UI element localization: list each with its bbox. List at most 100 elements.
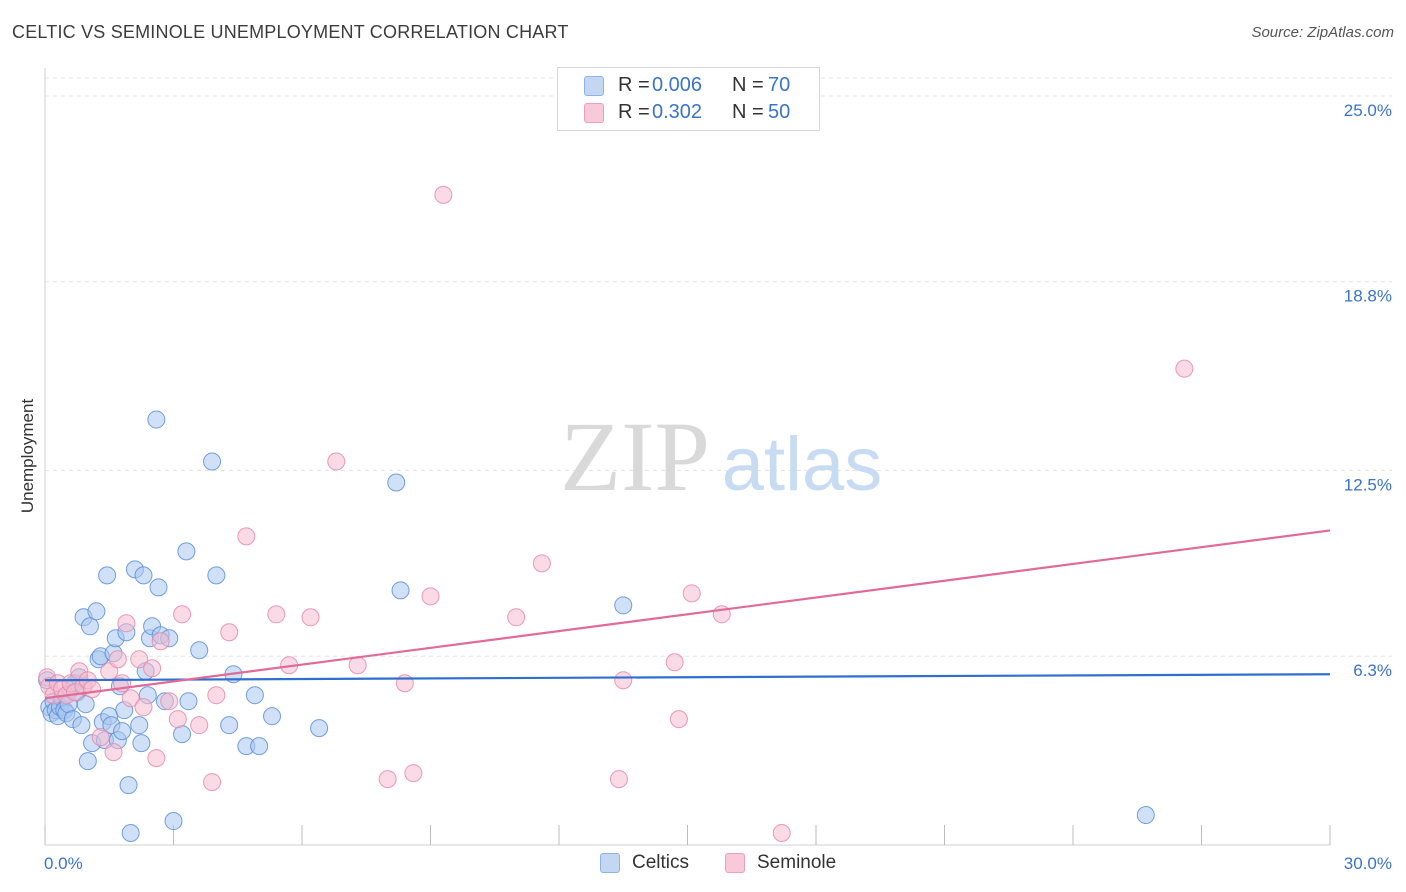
data-point — [310, 719, 329, 738]
data-point — [134, 566, 153, 585]
data-point — [76, 695, 95, 714]
watermark: ZIP atlas — [560, 401, 882, 512]
legend-n-value: 50 — [768, 101, 791, 123]
data-point — [147, 410, 166, 429]
x-tick-label: 30.0% — [1344, 854, 1392, 873]
data-point — [177, 542, 196, 561]
legend-swatch-blue — [584, 76, 604, 96]
data-point — [190, 716, 209, 735]
legend-label-celtics: Celtics — [632, 852, 690, 873]
watermark-zip: ZIP — [560, 401, 710, 512]
data-point — [263, 707, 282, 726]
data-point — [1136, 806, 1155, 825]
data-point — [151, 632, 170, 651]
data-point — [609, 770, 628, 789]
data-point — [179, 692, 198, 711]
data-point — [682, 584, 701, 603]
data-point — [237, 527, 256, 546]
data-point — [119, 776, 138, 795]
legend-r-value: 0.302 — [652, 101, 703, 123]
data-point — [108, 650, 127, 669]
y-tick-label: 18.8% — [1344, 287, 1392, 306]
seminole-points — [38, 185, 1194, 843]
data-point — [203, 773, 222, 792]
data-point — [327, 452, 346, 471]
y-axis-label: Unemployment — [18, 398, 37, 514]
y-tick-label: 6.3% — [1353, 661, 1392, 680]
trend-lines — [44, 529, 1331, 700]
data-point — [121, 689, 140, 708]
data-point — [149, 578, 168, 597]
data-point — [143, 659, 162, 678]
trend-line-seminole — [44, 529, 1331, 700]
data-point — [104, 743, 123, 762]
data-point — [391, 581, 410, 600]
data-point — [395, 674, 414, 693]
data-point — [83, 680, 102, 699]
data-point — [669, 710, 688, 729]
data-point — [173, 605, 192, 624]
legend-label-seminole: Seminole — [757, 852, 837, 873]
data-point — [207, 566, 226, 585]
legend-swatch-pink — [584, 103, 604, 123]
data-point — [160, 692, 179, 711]
data-point — [378, 770, 397, 789]
data-point — [434, 185, 453, 204]
legend-r-label: R = — [618, 74, 650, 96]
data-point — [387, 473, 406, 492]
legend-swatch-blue — [600, 853, 620, 873]
data-point — [113, 722, 132, 741]
data-point — [245, 686, 264, 705]
data-point — [267, 605, 286, 624]
data-point — [404, 764, 423, 783]
data-point — [98, 566, 117, 585]
data-point — [130, 716, 149, 735]
legend-r-value: 0.006 — [652, 74, 703, 96]
trend-line-celtics — [44, 673, 1331, 682]
legend-n-label: N = — [732, 101, 764, 123]
data-point — [72, 716, 91, 735]
data-point — [147, 749, 166, 768]
y-tick-label: 25.0% — [1344, 101, 1392, 120]
data-point — [130, 650, 149, 669]
legend-swatch-pink — [725, 853, 745, 873]
correlation-legend: R = 0.006 N = 70 R = 0.302 N = 50 — [557, 67, 820, 131]
data-point — [665, 653, 684, 672]
data-point — [507, 608, 526, 627]
data-point — [207, 686, 226, 705]
data-point — [220, 716, 239, 735]
data-point — [117, 614, 136, 633]
data-point — [164, 812, 183, 831]
data-point — [348, 656, 367, 675]
source-label: Source: ZipAtlas.com — [1251, 24, 1394, 41]
data-point — [421, 587, 440, 606]
data-point — [190, 641, 209, 660]
data-point — [1175, 359, 1194, 378]
data-point — [532, 554, 551, 573]
legend-r-label: R = — [618, 101, 650, 123]
data-point — [772, 824, 791, 843]
tick-labels: 6.3% 12.5% 18.8% 25.0% 0.0% 30.0% — [44, 101, 1392, 873]
data-point — [203, 452, 222, 471]
data-point — [220, 623, 239, 642]
data-point — [78, 752, 97, 771]
celtics-points — [38, 410, 1155, 843]
data-point — [121, 824, 140, 843]
data-point — [80, 617, 99, 636]
data-point — [614, 596, 633, 615]
data-point — [91, 728, 110, 747]
data-point — [132, 734, 151, 753]
data-point — [301, 608, 320, 627]
y-tick-label: 12.5% — [1344, 475, 1392, 494]
data-point — [168, 710, 187, 729]
legend-n-value: 70 — [768, 74, 791, 96]
x-tick-label: 0.0% — [44, 854, 83, 873]
data-point — [250, 737, 269, 756]
data-point — [614, 671, 633, 690]
chart-title: CELTIC VS SEMINOLE UNEMPLOYMENT CORRELAT… — [12, 22, 569, 42]
data-point — [87, 602, 106, 621]
data-point — [173, 725, 192, 744]
data-point — [134, 698, 153, 717]
watermark-atlas: atlas — [722, 422, 883, 507]
